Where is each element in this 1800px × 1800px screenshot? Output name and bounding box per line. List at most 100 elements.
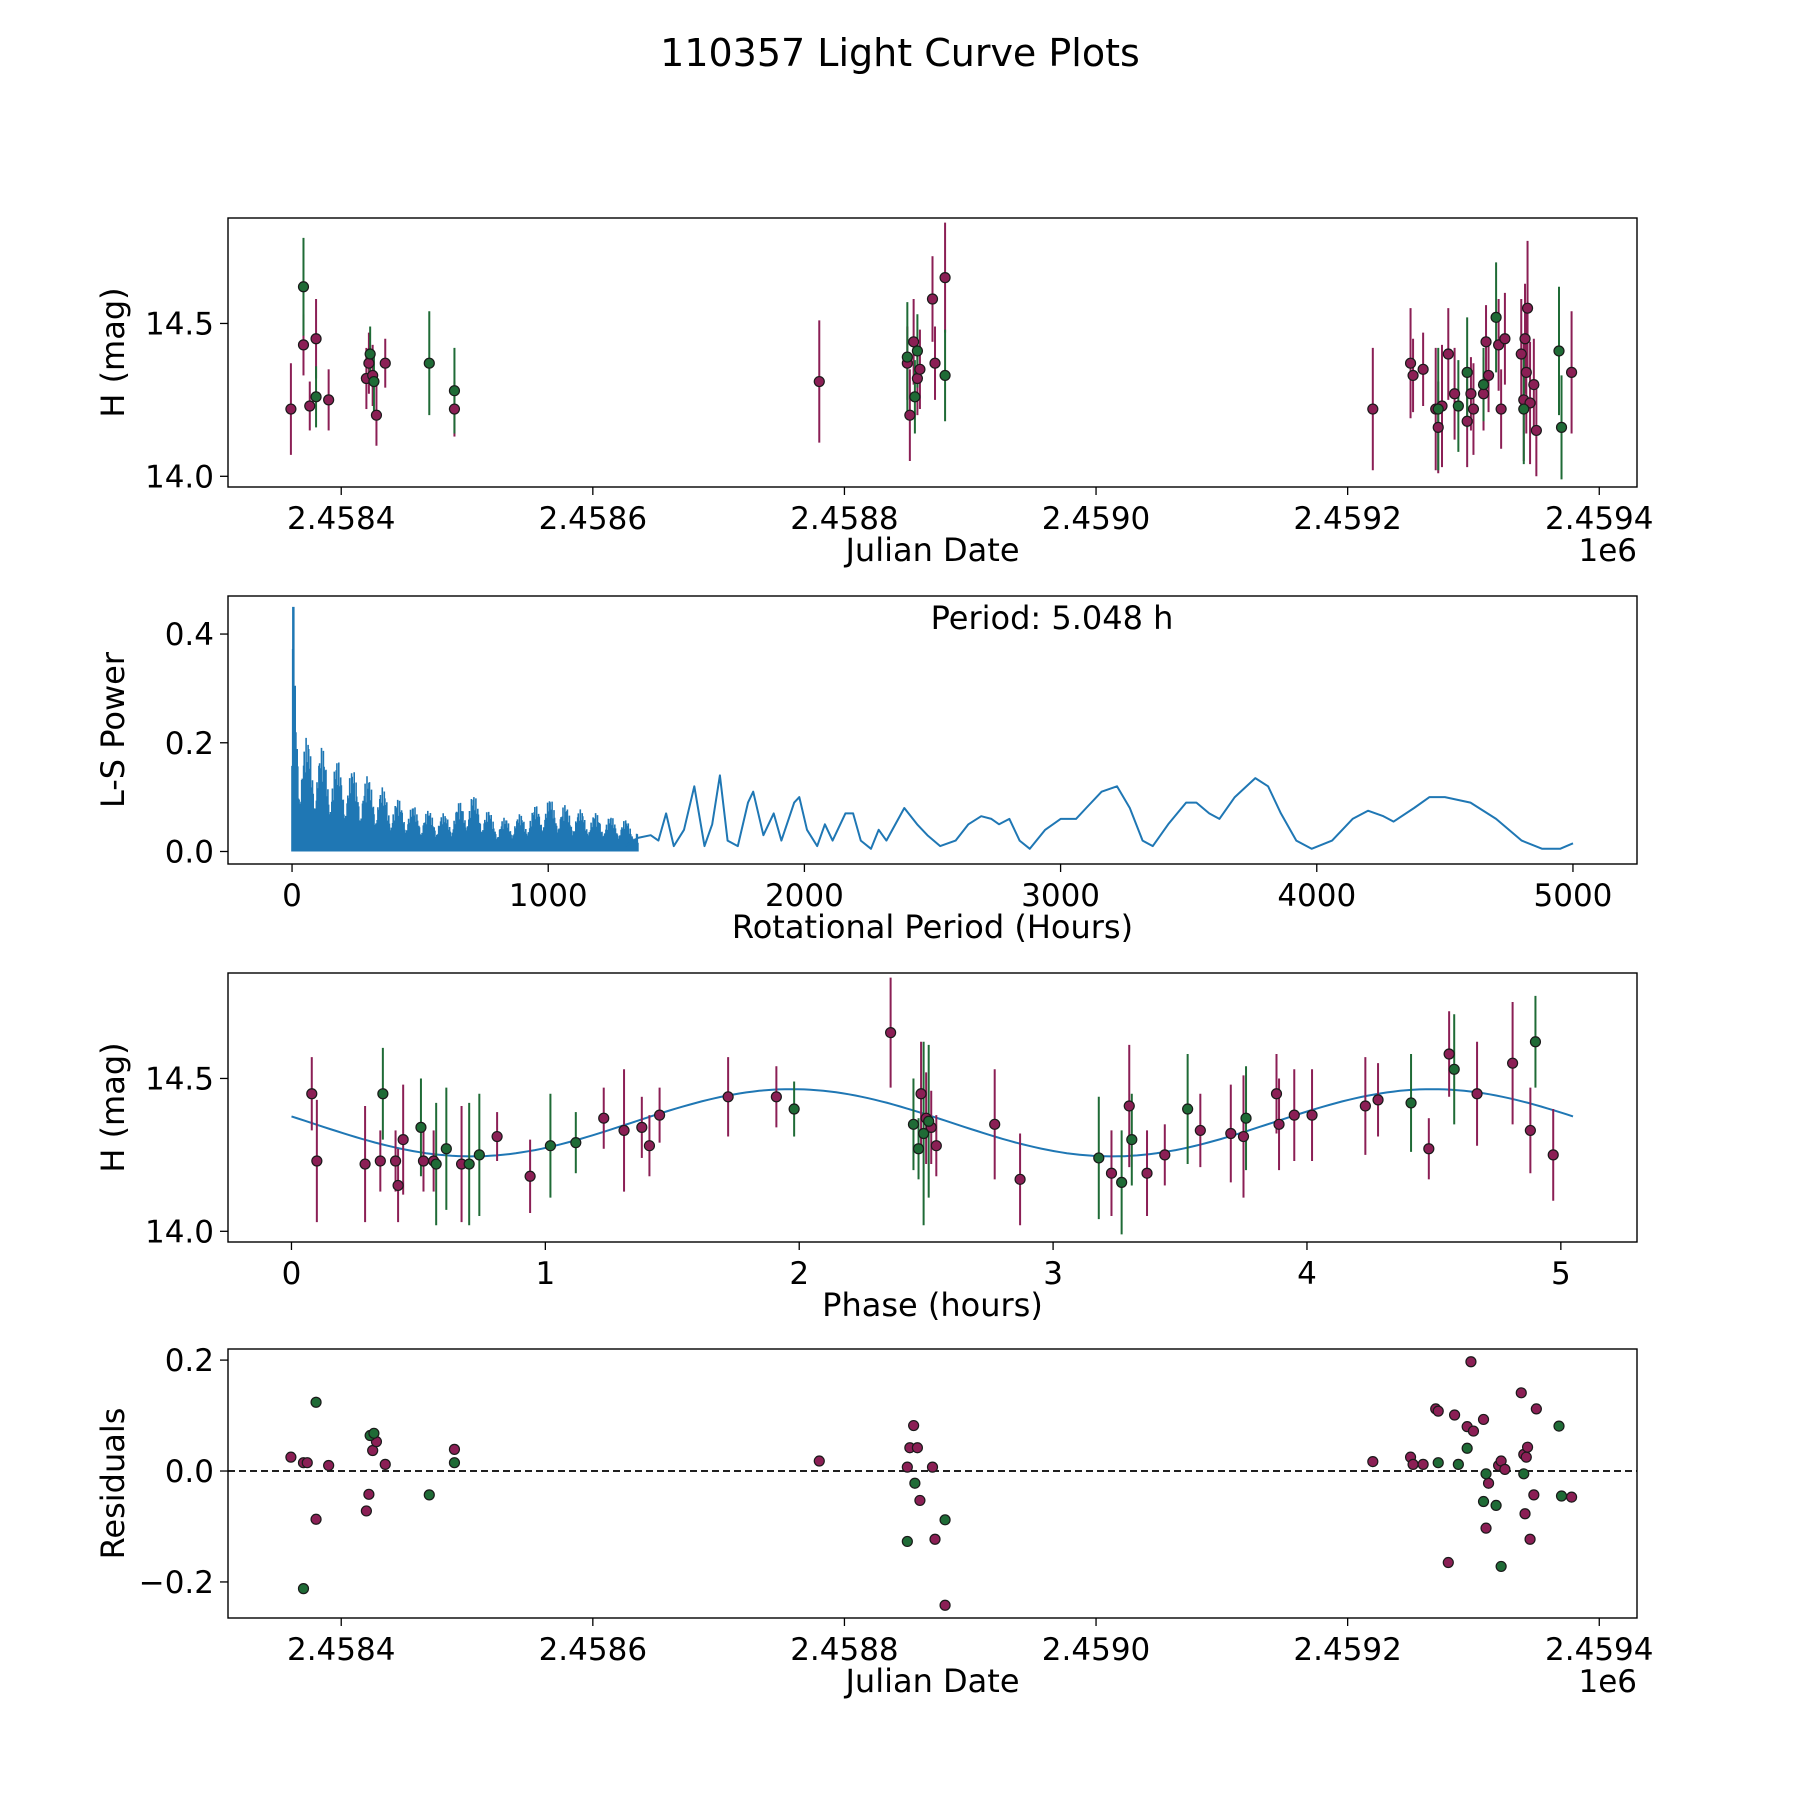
x-tick-label: 2.4588 xyxy=(790,501,898,537)
magenta-data-point xyxy=(306,1088,318,1100)
y-tick-label: 14.5 xyxy=(145,306,214,342)
magenta-data-point xyxy=(1306,1109,1318,1121)
magenta-data-point xyxy=(285,1451,297,1463)
residuals-panel: 2.4584 2.4586 2.4588 2.4590 2.4592 2.4594 −0.2… xyxy=(94,1343,1654,1700)
magenta-data-point xyxy=(1423,1143,1435,1155)
magenta-data-point xyxy=(1432,421,1444,433)
green-data-point xyxy=(1093,1152,1105,1164)
green-data-point xyxy=(1432,403,1444,415)
magenta-data-point xyxy=(1407,369,1419,382)
magenta-data-point xyxy=(1432,1405,1444,1417)
magenta-data-point xyxy=(304,400,316,412)
phase-folded-panel: 0 1 2 3 4 5 14.0 14.5 Phase (hours) H (mag) xyxy=(94,972,1638,1324)
green-data-point xyxy=(1529,1036,1542,1048)
green-data-point xyxy=(368,1427,380,1439)
period-annotation: Period: 5.048 h xyxy=(931,599,1174,637)
y-tick-label: 0.4 xyxy=(165,617,214,653)
magenta-data-point xyxy=(1442,348,1454,360)
magenta-data-point xyxy=(1480,336,1492,348)
magenta-data-point xyxy=(301,1457,313,1469)
magenta-data-point xyxy=(1528,378,1540,391)
magenta-data-point xyxy=(653,1109,666,1121)
magenta-data-point xyxy=(929,1533,941,1545)
magenta-data-point xyxy=(1194,1124,1206,1137)
y-tick-label: 14.5 xyxy=(145,1061,214,1097)
magenta-data-point xyxy=(1448,1409,1461,1421)
panels: 2.4584 2.4586 2.4588 2.4590 2.4592 2.4594 14.0… xyxy=(94,217,1654,1700)
green-data-point xyxy=(1477,378,1490,391)
magenta-data-point xyxy=(1359,1100,1371,1112)
magenta-data-point xyxy=(363,357,375,369)
green-data-point xyxy=(918,1127,930,1140)
green-data-point xyxy=(1182,1103,1194,1115)
x-axis-label: Julian Date xyxy=(843,531,1019,569)
magenta-data-point xyxy=(770,1091,782,1103)
y-tick-label: 0.2 xyxy=(165,1343,214,1379)
magenta-data-point xyxy=(901,1461,913,1473)
x-tick-label: 2.4590 xyxy=(1042,1632,1150,1668)
green-data-point xyxy=(912,1143,925,1155)
magenta-data-point xyxy=(1480,1522,1492,1534)
magenta-data-point xyxy=(1519,1508,1531,1520)
green-data-point xyxy=(448,385,461,397)
green-data-point xyxy=(939,1514,951,1526)
magenta-data-point xyxy=(1530,424,1542,437)
light-curve-panel: 2.4584 2.4586 2.4588 2.4590 2.4592 2.4594 14.0… xyxy=(94,217,1654,569)
magenta-data-point xyxy=(1524,1533,1536,1545)
green-data-point xyxy=(1555,421,1568,433)
green-data-point xyxy=(1495,1560,1507,1573)
magenta-data-point xyxy=(930,1140,942,1152)
green-data-point xyxy=(1480,1468,1492,1480)
y-tick-label: 0.0 xyxy=(165,1454,214,1490)
x-tick-label: 0 xyxy=(282,878,302,914)
magenta-data-point xyxy=(285,403,297,415)
green-data-point xyxy=(368,375,380,388)
x-axis-label: Julian Date xyxy=(843,1662,1019,1700)
green-data-point xyxy=(297,1583,310,1595)
x-tick-label: 2.4594 xyxy=(1545,501,1653,537)
y-tick-label: 0.2 xyxy=(165,726,214,762)
magenta-data-point xyxy=(908,1419,920,1432)
green-data-point xyxy=(377,1088,389,1100)
magenta-data-point xyxy=(1404,357,1417,369)
magenta-data-point xyxy=(1465,388,1477,400)
magenta-data-point xyxy=(1014,1173,1026,1185)
y-axis-label: Residuals xyxy=(94,1408,132,1560)
magenta-data-point xyxy=(359,1158,371,1170)
y-axis-label: H (mag) xyxy=(94,1042,132,1172)
periodogram-curve xyxy=(624,774,1574,850)
x-tick-label: 2.4594 xyxy=(1545,1632,1653,1668)
green-data-point xyxy=(463,1158,475,1170)
green-data-point xyxy=(1461,366,1473,378)
magenta-data-point xyxy=(911,1442,924,1454)
magenta-data-point xyxy=(392,1179,404,1192)
magenta-data-point xyxy=(297,339,310,351)
x-tick-label: 2.4584 xyxy=(287,501,395,537)
green-data-point xyxy=(1452,400,1464,412)
green-data-point xyxy=(310,1396,322,1408)
periodogram-noise xyxy=(291,638,639,852)
green-data-point xyxy=(1461,1442,1473,1454)
magenta-data-point xyxy=(904,409,916,421)
magenta-data-point xyxy=(914,1494,926,1507)
green-data-point xyxy=(909,391,921,403)
magenta-data-point xyxy=(1448,388,1461,400)
magenta-data-point xyxy=(1482,369,1495,382)
x-tick-label: 5 xyxy=(1551,1256,1571,1292)
green-data-point xyxy=(1555,1490,1568,1502)
y-axis-label: H (mag) xyxy=(94,287,132,417)
magenta-data-point xyxy=(1273,1118,1285,1130)
magenta-data-point xyxy=(1524,1124,1536,1137)
magenta-data-point xyxy=(1519,333,1531,345)
magenta-data-point xyxy=(417,1155,430,1167)
y-tick-label: 14.0 xyxy=(145,1214,214,1250)
magenta-data-point xyxy=(618,1124,630,1137)
magenta-data-point xyxy=(1442,1556,1454,1569)
magenta-data-point xyxy=(310,333,322,345)
magenta-data-point xyxy=(363,1488,375,1500)
magenta-data-point xyxy=(448,403,461,415)
magenta-data-point xyxy=(1467,1425,1480,1437)
magenta-data-point xyxy=(1141,1167,1153,1179)
magenta-data-point xyxy=(989,1118,1001,1130)
